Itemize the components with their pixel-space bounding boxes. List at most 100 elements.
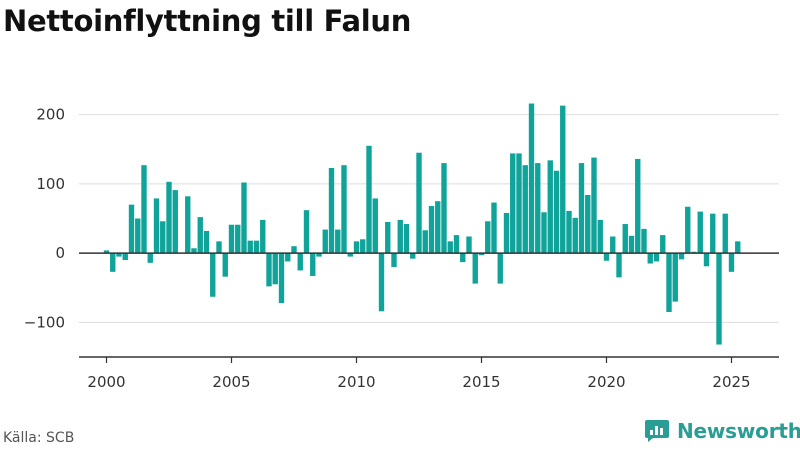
bar — [322, 229, 328, 254]
bar — [316, 253, 322, 257]
x-tick-label: 2010 — [337, 373, 375, 391]
bar — [491, 202, 497, 254]
bar — [428, 206, 435, 254]
bar — [241, 182, 247, 254]
bar — [478, 253, 485, 256]
bar — [503, 212, 510, 254]
x-axis-ticks: 2000 2005 2010 2015 2020 2025 — [87, 357, 751, 391]
bar — [147, 253, 153, 263]
bar — [541, 212, 547, 254]
bar — [597, 219, 603, 254]
gridlines — [79, 114, 779, 323]
bar — [466, 236, 472, 254]
bar — [572, 217, 578, 254]
bar — [441, 163, 447, 254]
bar — [422, 230, 428, 254]
x-tick-label: 2005 — [212, 373, 250, 391]
bar — [403, 224, 410, 254]
bar — [235, 224, 241, 254]
bar — [485, 221, 491, 254]
bar — [203, 230, 210, 254]
bar — [472, 253, 478, 284]
bar — [141, 165, 147, 254]
bar — [272, 253, 278, 285]
bars — [103, 103, 741, 345]
bar — [697, 211, 703, 254]
bar — [228, 224, 235, 254]
bar — [172, 190, 178, 254]
bar — [522, 165, 528, 254]
bar — [685, 206, 691, 254]
bar — [347, 253, 353, 257]
bar — [191, 248, 197, 254]
bar — [360, 239, 366, 254]
bar — [653, 253, 660, 262]
source-note: Källa: SCB — [3, 430, 75, 446]
bar — [635, 158, 641, 254]
bar — [297, 253, 303, 271]
bar — [247, 240, 253, 254]
bar — [647, 253, 653, 264]
bar — [666, 253, 672, 312]
x-tick-label: 2000 — [87, 373, 125, 391]
bar — [353, 241, 360, 254]
y-tick-label: 100 — [36, 175, 65, 193]
bar — [616, 253, 622, 278]
x-tick-label: 2025 — [712, 373, 750, 391]
bar — [391, 253, 397, 267]
bar — [266, 253, 272, 287]
bar — [122, 253, 128, 261]
bar — [728, 253, 735, 272]
bar — [128, 204, 135, 254]
bar — [385, 221, 391, 254]
bar — [547, 160, 553, 254]
bar — [672, 253, 678, 302]
bar — [328, 167, 335, 254]
bar — [716, 253, 722, 345]
bar — [310, 253, 316, 276]
brand-name: Newsworthy — [677, 419, 800, 443]
bar — [603, 253, 610, 261]
bar — [278, 253, 285, 303]
bar — [341, 165, 347, 254]
bar — [103, 250, 110, 254]
bar — [510, 153, 516, 254]
brand-logo: Newsworthy — [644, 419, 800, 443]
bar — [216, 241, 222, 254]
bar — [378, 253, 385, 312]
bar — [528, 103, 535, 254]
bar — [285, 253, 291, 262]
bar — [560, 105, 566, 254]
bar — [153, 198, 160, 254]
bar — [116, 253, 122, 257]
newsworthy-logo-icon — [645, 420, 669, 442]
bar — [553, 170, 560, 254]
y-tick-label: 200 — [36, 106, 65, 124]
bar — [185, 196, 191, 254]
bar — [585, 194, 591, 254]
chart-title: Nettoinflyttning till Falun — [3, 4, 412, 38]
bar — [303, 210, 310, 254]
bar — [566, 210, 572, 254]
bar — [516, 153, 522, 254]
bar — [253, 240, 260, 254]
bar — [722, 213, 728, 254]
bar — [397, 219, 403, 254]
bar — [460, 253, 466, 263]
bar — [110, 253, 116, 272]
bar — [703, 253, 710, 267]
bar — [291, 246, 297, 254]
bar — [622, 224, 628, 254]
x-tick-label: 2015 — [462, 373, 500, 391]
bar — [366, 145, 372, 254]
bar — [710, 213, 716, 254]
y-tick-label: 0 — [55, 244, 65, 262]
bar — [641, 228, 647, 254]
bar — [497, 253, 503, 284]
bar — [535, 163, 541, 254]
bar — [166, 181, 172, 254]
bar — [260, 219, 266, 254]
bar — [222, 253, 228, 277]
bar — [678, 253, 685, 260]
